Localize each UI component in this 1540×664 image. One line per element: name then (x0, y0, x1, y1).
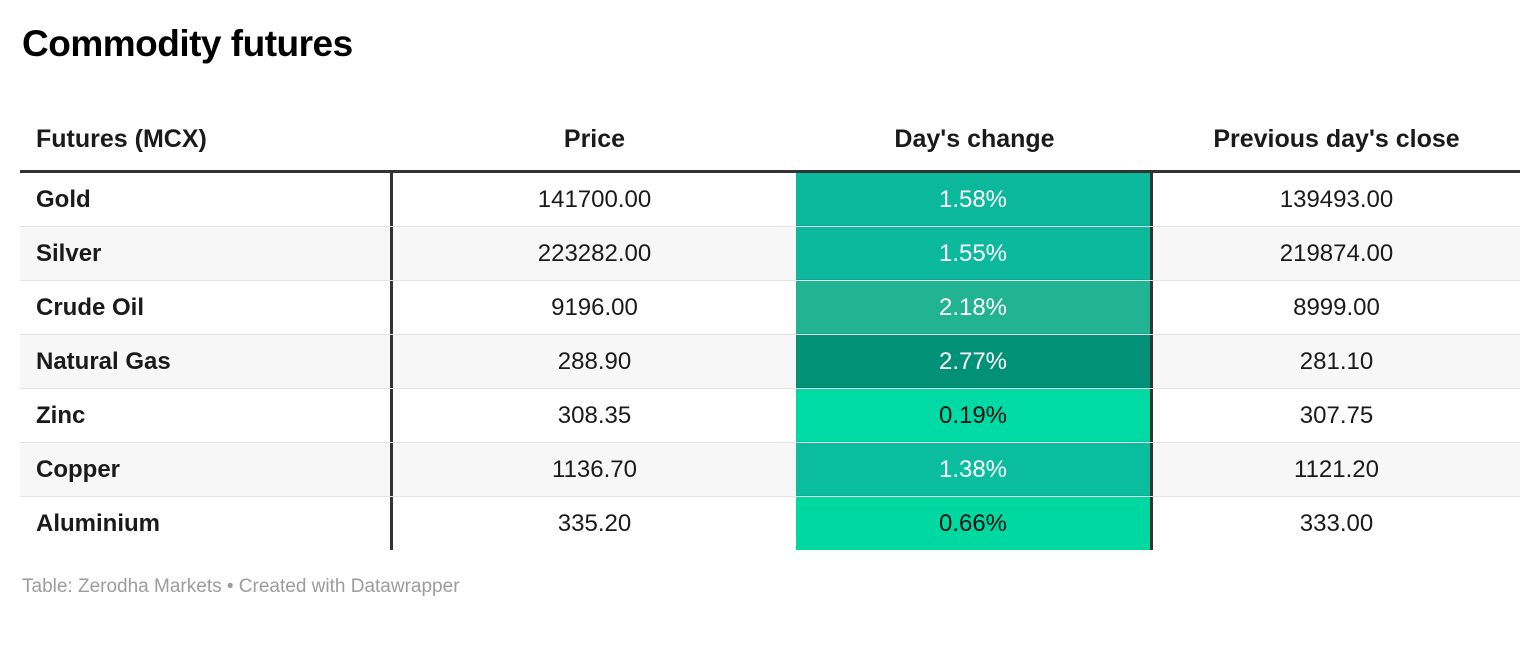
prev-close-value: 333.00 (1299, 509, 1374, 537)
prev-close-value: 281.10 (1299, 347, 1374, 375)
column-header-prev-close: Previous day's close (1213, 124, 1460, 153)
table-row-crude-oil: Crude Oil 9196.00 2.18% 8999.00 (20, 281, 1520, 335)
prev-close-value: 307.75 (1299, 401, 1374, 429)
table-header-row: Futures (MCX) Price Day's change Previou… (20, 108, 1520, 173)
days-change-cell: 0.19% (796, 389, 1153, 442)
price-value: 308.35 (557, 401, 632, 429)
futures-name: Zinc (20, 389, 393, 442)
price-value: 9196.00 (551, 293, 638, 321)
commodity-futures-table-page: Commodity futures Futures (MCX) Price Da… (0, 20, 1540, 598)
futures-name: Gold (20, 173, 393, 226)
prev-close-value: 8999.00 (1293, 293, 1380, 321)
table-row-copper: Copper 1136.70 1.38% 1121.20 (20, 443, 1520, 497)
days-change-cell: 1.58% (796, 173, 1153, 226)
table-row-aluminium: Aluminium 335.20 0.66% 333.00 (20, 497, 1520, 550)
price-value: 335.20 (557, 509, 632, 537)
futures-name: Silver (20, 227, 393, 280)
table-row-gold: Gold 141700.00 1.58% 139493.00 (20, 173, 1520, 227)
column-header-price: Price (563, 124, 626, 153)
column-header-days-change: Day's change (894, 124, 1055, 153)
prev-close-value: 139493.00 (1279, 185, 1394, 213)
column-header-futures: Futures (MCX) (36, 124, 207, 153)
days-change-cell: 2.77% (796, 335, 1153, 388)
price-value: 223282.00 (537, 239, 652, 267)
days-change-cell: 1.55% (796, 227, 1153, 280)
table-row-natural-gas: Natural Gas 288.90 2.77% 281.10 (20, 335, 1520, 389)
futures-name: Natural Gas (20, 335, 393, 388)
page-title: Commodity futures (22, 23, 353, 64)
days-change-cell: 1.38% (796, 443, 1153, 496)
price-value: 141700.00 (537, 185, 652, 213)
table-attribution: Table: Zerodha Markets • Created with Da… (22, 576, 460, 597)
futures-name: Copper (20, 443, 393, 496)
days-change-cell: 2.18% (796, 281, 1153, 334)
prev-close-value: 219874.00 (1279, 239, 1394, 267)
price-value: 288.90 (557, 347, 632, 375)
prev-close-value: 1121.20 (1294, 455, 1379, 483)
commodity-futures-table: Futures (MCX) Price Day's change Previou… (20, 108, 1520, 550)
days-change-cell: 0.66% (796, 497, 1153, 550)
table-row-zinc: Zinc 308.35 0.19% 307.75 (20, 389, 1520, 443)
table-row-silver: Silver 223282.00 1.55% 219874.00 (20, 227, 1520, 281)
futures-name: Crude Oil (20, 281, 393, 334)
price-value: 1136.70 (552, 455, 637, 483)
futures-name: Aluminium (20, 497, 393, 550)
